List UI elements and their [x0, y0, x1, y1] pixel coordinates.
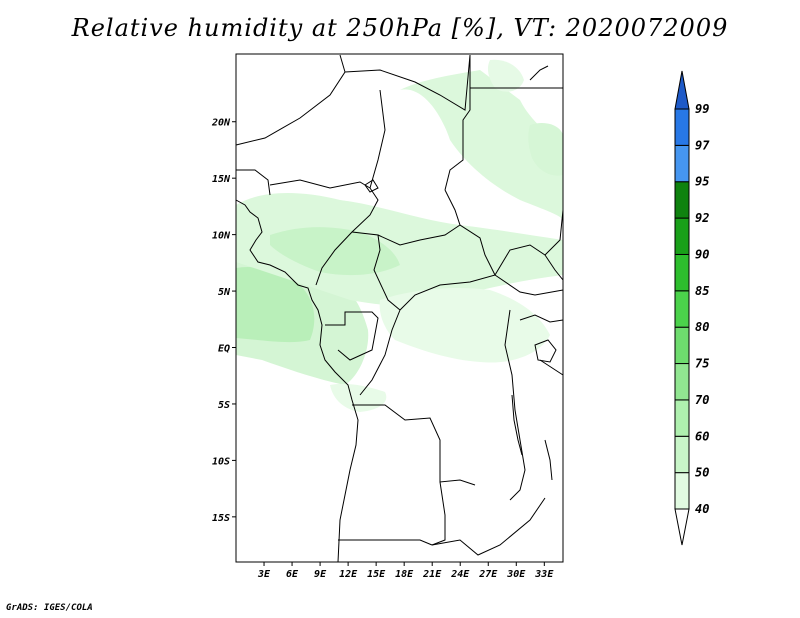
colorbar-level-label: 85 — [695, 284, 709, 298]
colorbar-swatch — [674, 144, 690, 183]
border-congo-drc — [359, 309, 401, 396]
red-sea-coast — [529, 65, 549, 81]
border-zambia-south — [431, 497, 546, 556]
colorbar-level-label: 90 — [695, 247, 709, 261]
gulf-of-guinea-core — [236, 266, 315, 343]
lat-tick-label: 20N — [211, 118, 231, 129]
border-angola-zambia — [431, 481, 446, 546]
lon-tick-label: 18E — [395, 569, 414, 580]
lat-tick-label: 10N — [212, 231, 231, 242]
border-mali-algeria — [235, 54, 346, 146]
lon-tick-label: 21E — [422, 569, 442, 580]
congo-basin-humid-area — [379, 288, 550, 363]
lat-tick-label: 5S — [218, 400, 230, 411]
grads-credit: GrADS: IGES/COLA — [6, 603, 93, 613]
colorbar-level-label: 95 — [695, 175, 709, 189]
border-ethiopia — [544, 254, 564, 281]
lat-tick-label: EQ — [218, 344, 230, 355]
colorbar-swatch — [674, 290, 690, 328]
southwest-humid-patch — [330, 383, 387, 412]
latitude-ticks: 20N 15N 10N 5N EQ 5S 10S 15S — [211, 118, 236, 524]
colorbar-swatch — [674, 181, 690, 219]
colorbar-level-label: 97 — [695, 138, 710, 152]
lat-tick-label: 5N — [218, 287, 231, 298]
border-mali-niger — [236, 169, 271, 196]
border-drc-east — [504, 309, 526, 501]
central-sahel-humid-band — [236, 193, 563, 306]
colorbar-bottom-triangle — [674, 508, 690, 546]
colorbar-level-label: 40 — [695, 502, 709, 516]
chart-title: Relative humidity at 250hPa [%], VT: 202… — [71, 14, 729, 42]
colorbar-level-label: 60 — [695, 429, 709, 443]
border-cameroon-car — [351, 231, 401, 311]
colorbar-level-label: 92 — [695, 211, 709, 225]
lon-tick-label: 33E — [534, 569, 554, 580]
lake-victoria — [534, 339, 557, 363]
border-niger-chad — [369, 89, 386, 189]
border-kenya-tanzania — [539, 359, 564, 376]
colorbar-swatch — [674, 472, 690, 510]
humidity-shading — [236, 59, 563, 412]
colorbar-level-label: 75 — [695, 357, 709, 371]
lake-malawi — [544, 439, 553, 481]
border-libya-egypt — [444, 55, 471, 191]
colorbar: 40 50 60 70 75 80 85 90 92 95 97 99 — [674, 70, 710, 546]
border-niger-libya — [344, 54, 471, 111]
colorbar-swatch — [674, 326, 690, 365]
northern-sahara-humid-patch — [487, 59, 524, 92]
lat-tick-label: 15S — [212, 513, 230, 524]
border-drc-angola — [352, 404, 476, 486]
lon-tick-label: 27E — [478, 569, 498, 580]
lake-tanganyika — [511, 394, 523, 456]
lon-tick-label: 15E — [367, 569, 386, 580]
colorbar-level-label: 50 — [695, 466, 709, 480]
colorbar-swatch — [674, 399, 690, 437]
colorbar-top-triangle — [674, 70, 690, 110]
west-african-coastline — [235, 199, 359, 563]
lon-tick-label: 12E — [339, 569, 358, 580]
colorbar-level-label: 80 — [695, 320, 709, 334]
eastern-sahel-humid-area — [400, 70, 563, 220]
colorbar-swatch — [674, 108, 690, 146]
colorbar-level-label: 70 — [695, 393, 709, 407]
lon-tick-label: 3E — [257, 569, 271, 580]
longitude-ticks: 3E 6E 9E 12E 15E 18E 21E 24E 27E 30E 33E — [257, 562, 554, 580]
lon-tick-label: 9E — [314, 569, 327, 580]
border-car-drc — [399, 274, 564, 311]
colorbar-swatch — [674, 363, 690, 401]
lon-tick-label: 6E — [286, 569, 299, 580]
border-car-chad — [377, 224, 461, 246]
lon-tick-label: 24E — [450, 569, 470, 580]
lat-tick-label: 15N — [212, 174, 231, 185]
colorbar-swatch — [674, 217, 690, 255]
border-chad-sudan — [444, 189, 496, 276]
lon-tick-label: 30E — [506, 569, 526, 580]
lat-tick-label: 10S — [212, 456, 230, 467]
border-namibia — [338, 539, 433, 546]
border-sudan-south-sudan — [494, 209, 564, 276]
lake-chad — [364, 179, 379, 193]
border-uganda — [519, 314, 564, 323]
map-frame — [235, 53, 564, 563]
colorbar-level-label: 99 — [695, 102, 709, 116]
border-congo-gabon — [325, 311, 379, 361]
border-niger-nigeria — [269, 179, 371, 189]
colorbar-swatch — [674, 435, 690, 474]
northeast-humid-patch — [528, 123, 563, 176]
sahel-core — [270, 227, 400, 276]
colorbar-swatch — [674, 253, 690, 292]
country-borders — [235, 54, 564, 563]
